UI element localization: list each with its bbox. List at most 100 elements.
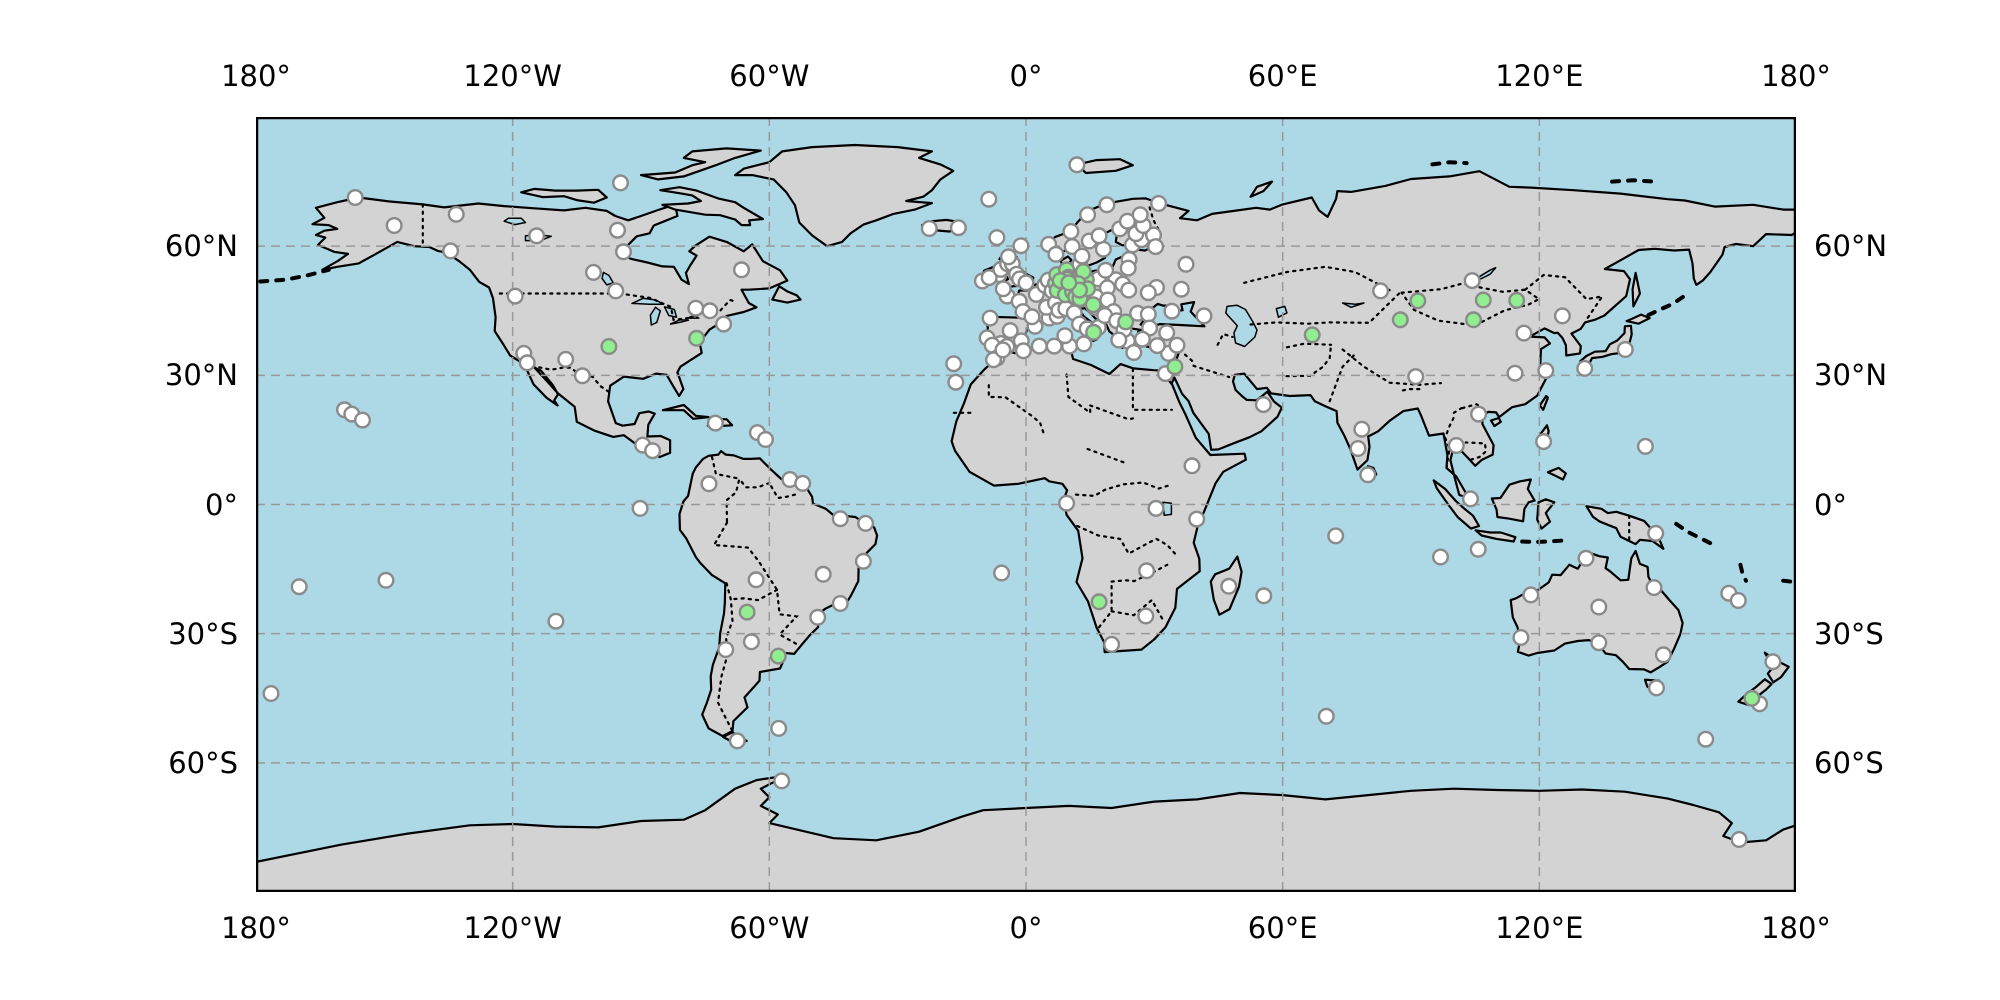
station-marker-white	[1068, 156, 1086, 174]
station-marker-white	[353, 411, 371, 429]
island-chain	[1738, 562, 1748, 583]
country-border	[1131, 367, 1173, 411]
country-border	[1401, 388, 1421, 392]
station-marker-white	[728, 732, 746, 750]
station-marker-green	[1090, 593, 1108, 611]
country-border	[1178, 348, 1231, 379]
landmass	[659, 186, 764, 227]
station-marker-green	[1464, 311, 1482, 329]
station-marker-white	[528, 227, 546, 245]
station-marker-white	[981, 309, 999, 327]
station-marker-white	[1195, 307, 1213, 325]
map-frame	[254, 116, 1798, 894]
station-marker-white	[262, 685, 280, 703]
country-border	[1110, 598, 1164, 621]
station-marker-white	[1349, 440, 1367, 458]
tick-label: 180°	[1761, 911, 1831, 945]
island-chain	[1520, 536, 1572, 545]
station-marker-white	[1470, 405, 1488, 423]
lake	[1341, 302, 1365, 309]
country-border	[1444, 415, 1456, 469]
station-marker-white	[1537, 362, 1555, 380]
station-marker-white	[988, 229, 1006, 247]
station-marker-white	[757, 431, 775, 449]
station-marker-white	[557, 350, 575, 368]
station-marker-white	[1118, 212, 1136, 230]
station-marker-green	[1060, 274, 1078, 292]
station-marker-white	[1327, 527, 1345, 545]
station-marker-white	[814, 565, 832, 583]
country-border	[987, 384, 1046, 436]
tick-label: 120°W	[463, 911, 562, 945]
lake	[601, 271, 614, 286]
country-border	[1065, 373, 1092, 415]
country-border	[1243, 265, 1391, 292]
lake	[669, 319, 690, 325]
landmass	[734, 143, 955, 248]
station-marker-white	[794, 474, 812, 492]
landmass	[950, 342, 1247, 654]
station-marker-white	[700, 475, 718, 493]
station-marker-white	[715, 315, 733, 333]
tick-label: 30°N	[164, 358, 238, 393]
station-marker-white	[1461, 490, 1479, 508]
station-marker-white	[1058, 494, 1076, 512]
station-marker-white	[607, 282, 625, 300]
country-border	[1076, 524, 1155, 556]
island-chain	[1646, 293, 1687, 318]
station-marker-white	[644, 442, 662, 460]
station-marker-white	[506, 287, 524, 305]
station-marker-white	[1163, 302, 1181, 320]
tick-label: 30°N	[1814, 358, 1888, 393]
country-border	[1464, 441, 1488, 461]
country-border	[1074, 481, 1173, 498]
tick-label: 0°	[205, 487, 238, 522]
station-marker-white	[742, 633, 760, 651]
country-border	[1110, 563, 1169, 583]
country-border	[1086, 447, 1129, 465]
lake	[1225, 304, 1258, 348]
landmass	[1585, 505, 1665, 550]
landmass	[520, 187, 608, 204]
station-marker-white	[547, 612, 565, 630]
station-marker-white	[585, 263, 603, 281]
station-marker-white	[1590, 634, 1608, 652]
station-marker-white	[1110, 331, 1128, 349]
station-marker-white	[1616, 340, 1634, 358]
station-marker-white	[1139, 305, 1157, 323]
station-marker-white	[1138, 562, 1156, 580]
tick-label: 60°E	[1247, 59, 1318, 93]
station-marker-white	[1047, 245, 1065, 263]
station-marker-green	[1508, 291, 1526, 309]
station-marker-white	[1447, 437, 1465, 455]
station-marker-white	[631, 499, 649, 517]
station-marker-white	[1147, 238, 1165, 256]
tick-label: 180°	[1761, 59, 1831, 93]
tick-label: 0°	[1009, 59, 1043, 93]
station-marker-white	[1098, 196, 1116, 214]
station-marker-white	[1158, 324, 1176, 342]
station-marker-white	[1729, 592, 1747, 610]
station-marker-white	[385, 216, 403, 234]
station-marker-white	[1654, 646, 1672, 664]
station-marker-white	[1073, 247, 1091, 265]
island-chain	[1674, 521, 1717, 548]
station-marker-white	[1506, 364, 1524, 382]
station-marker-white	[1764, 653, 1782, 671]
landmass	[1474, 529, 1517, 543]
lake	[503, 217, 527, 226]
station-marker-white	[831, 510, 849, 528]
station-marker-green	[1391, 311, 1409, 329]
country-border	[1524, 273, 1605, 321]
tick-label: 60°W	[729, 59, 810, 93]
station-marker-white	[706, 414, 724, 432]
country-border	[1285, 342, 1333, 349]
station-marker-white	[1515, 324, 1533, 342]
station-marker-white	[615, 243, 633, 261]
country-border	[1452, 407, 1464, 414]
station-marker-white	[1636, 437, 1654, 455]
station-marker-white	[1553, 307, 1571, 325]
tick-label: 120°W	[463, 59, 562, 93]
tick-label: 60°N	[164, 229, 238, 264]
station-marker-white	[1172, 280, 1190, 298]
